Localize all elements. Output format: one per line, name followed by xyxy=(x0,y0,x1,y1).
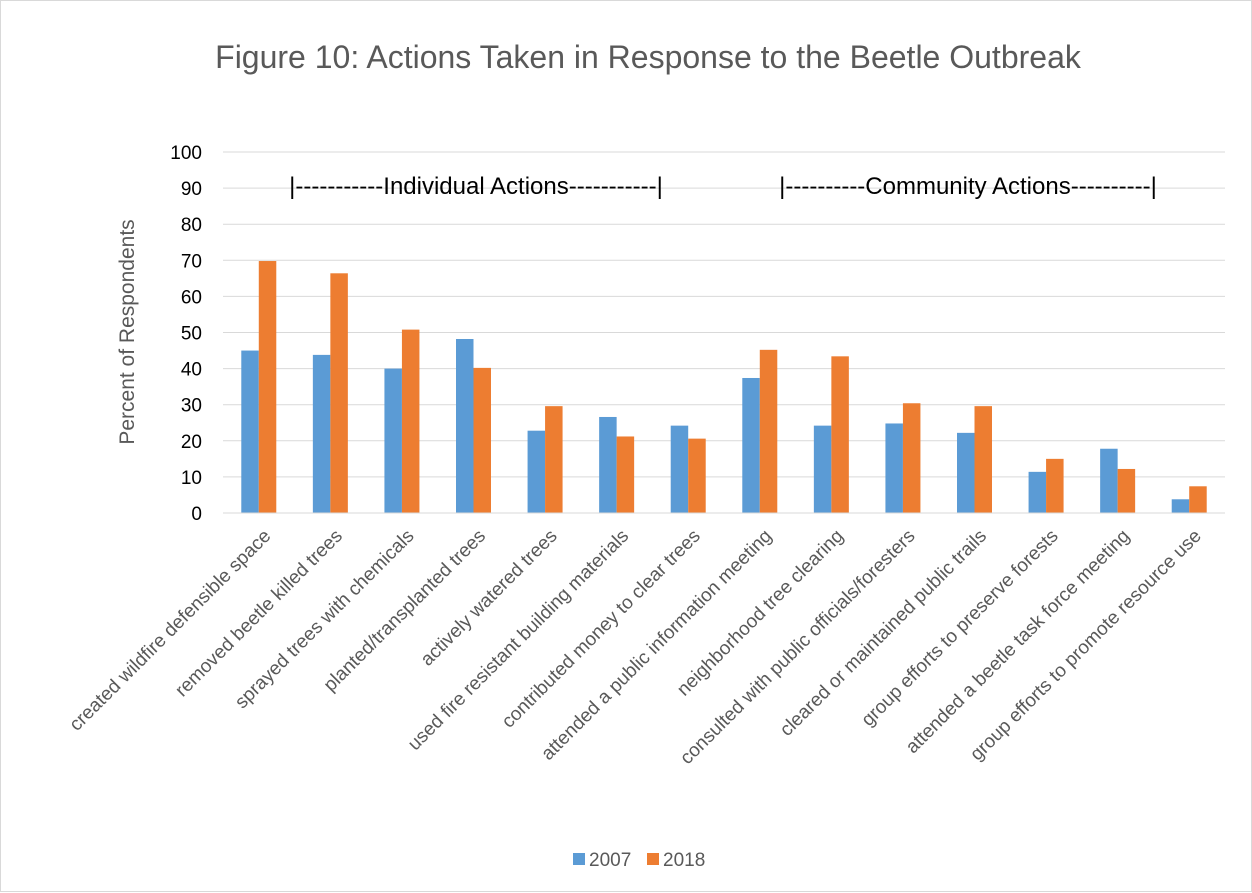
bar-2007-7 xyxy=(742,377,760,513)
bar-2018-3 xyxy=(473,367,491,513)
y-tick-label: 20 xyxy=(181,432,202,453)
bar-2007-0 xyxy=(241,350,259,513)
bar-2018-7 xyxy=(759,349,778,513)
y-tick-label: 10 xyxy=(181,468,202,489)
bar-2018-8 xyxy=(831,356,849,513)
bar-2007-5 xyxy=(599,416,617,513)
y-tick-label: 80 xyxy=(181,215,202,236)
bar-2018-12 xyxy=(1117,468,1136,513)
bar-2018-6 xyxy=(688,438,706,513)
legend-label-2007: 2007 xyxy=(589,850,631,871)
bar-2007-13 xyxy=(1171,499,1190,513)
y-tick-label: 50 xyxy=(181,324,202,345)
bar-2018-1 xyxy=(330,273,348,513)
gridlines xyxy=(223,151,1225,478)
bar-2018-13 xyxy=(1189,486,1207,513)
bar-2007-6 xyxy=(670,425,689,513)
chart-title: Figure 10: Actions Taken in Response to … xyxy=(215,39,1082,75)
legend: 2007 2018 xyxy=(573,850,705,871)
y-tick-label: 100 xyxy=(170,143,202,164)
legend-swatch-2007 xyxy=(573,853,585,865)
y-axis-label: Percent of Respondents xyxy=(116,219,139,444)
bar-2018-10 xyxy=(974,406,992,513)
legend-swatch-2018 xyxy=(647,853,659,865)
y-tick-label: 30 xyxy=(181,396,202,417)
bar-2007-11 xyxy=(1028,471,1047,513)
y-tick-label: 70 xyxy=(181,251,202,272)
bar-2007-10 xyxy=(957,432,975,513)
bar-2018-9 xyxy=(902,403,921,513)
x-axis-ticks: created wildfire defensible spaceremoved… xyxy=(66,526,1206,769)
annotation-individual-actions: |-----------Individual Actions----------… xyxy=(289,173,663,200)
y-tick-label: 90 xyxy=(181,179,202,200)
bar-2007-4 xyxy=(527,430,546,513)
bar-2018-11 xyxy=(1046,458,1064,513)
bar-2018-4 xyxy=(545,406,563,513)
bar-2007-9 xyxy=(885,423,903,513)
bar-2007-8 xyxy=(813,425,832,513)
y-tick-label: 0 xyxy=(191,504,202,525)
bar-2018-0 xyxy=(258,261,277,513)
x-tick-label: actively watered trees xyxy=(417,526,562,671)
bar-2018-2 xyxy=(401,329,420,513)
annotation-community-actions: |----------Community Actions----------| xyxy=(779,173,1157,200)
bars xyxy=(241,261,1207,513)
legend-label-2018: 2018 xyxy=(663,850,705,871)
bar-2007-1 xyxy=(312,354,331,513)
bar-2018-5 xyxy=(616,436,635,513)
y-tick-label: 40 xyxy=(181,360,202,381)
bar-2007-12 xyxy=(1100,448,1118,513)
bar-2007-2 xyxy=(384,368,402,513)
y-axis-ticks: 0 10 20 30 40 50 60 70 80 90 100 xyxy=(170,143,202,525)
y-tick-label: 60 xyxy=(181,287,202,308)
bar-2007-3 xyxy=(456,338,474,513)
